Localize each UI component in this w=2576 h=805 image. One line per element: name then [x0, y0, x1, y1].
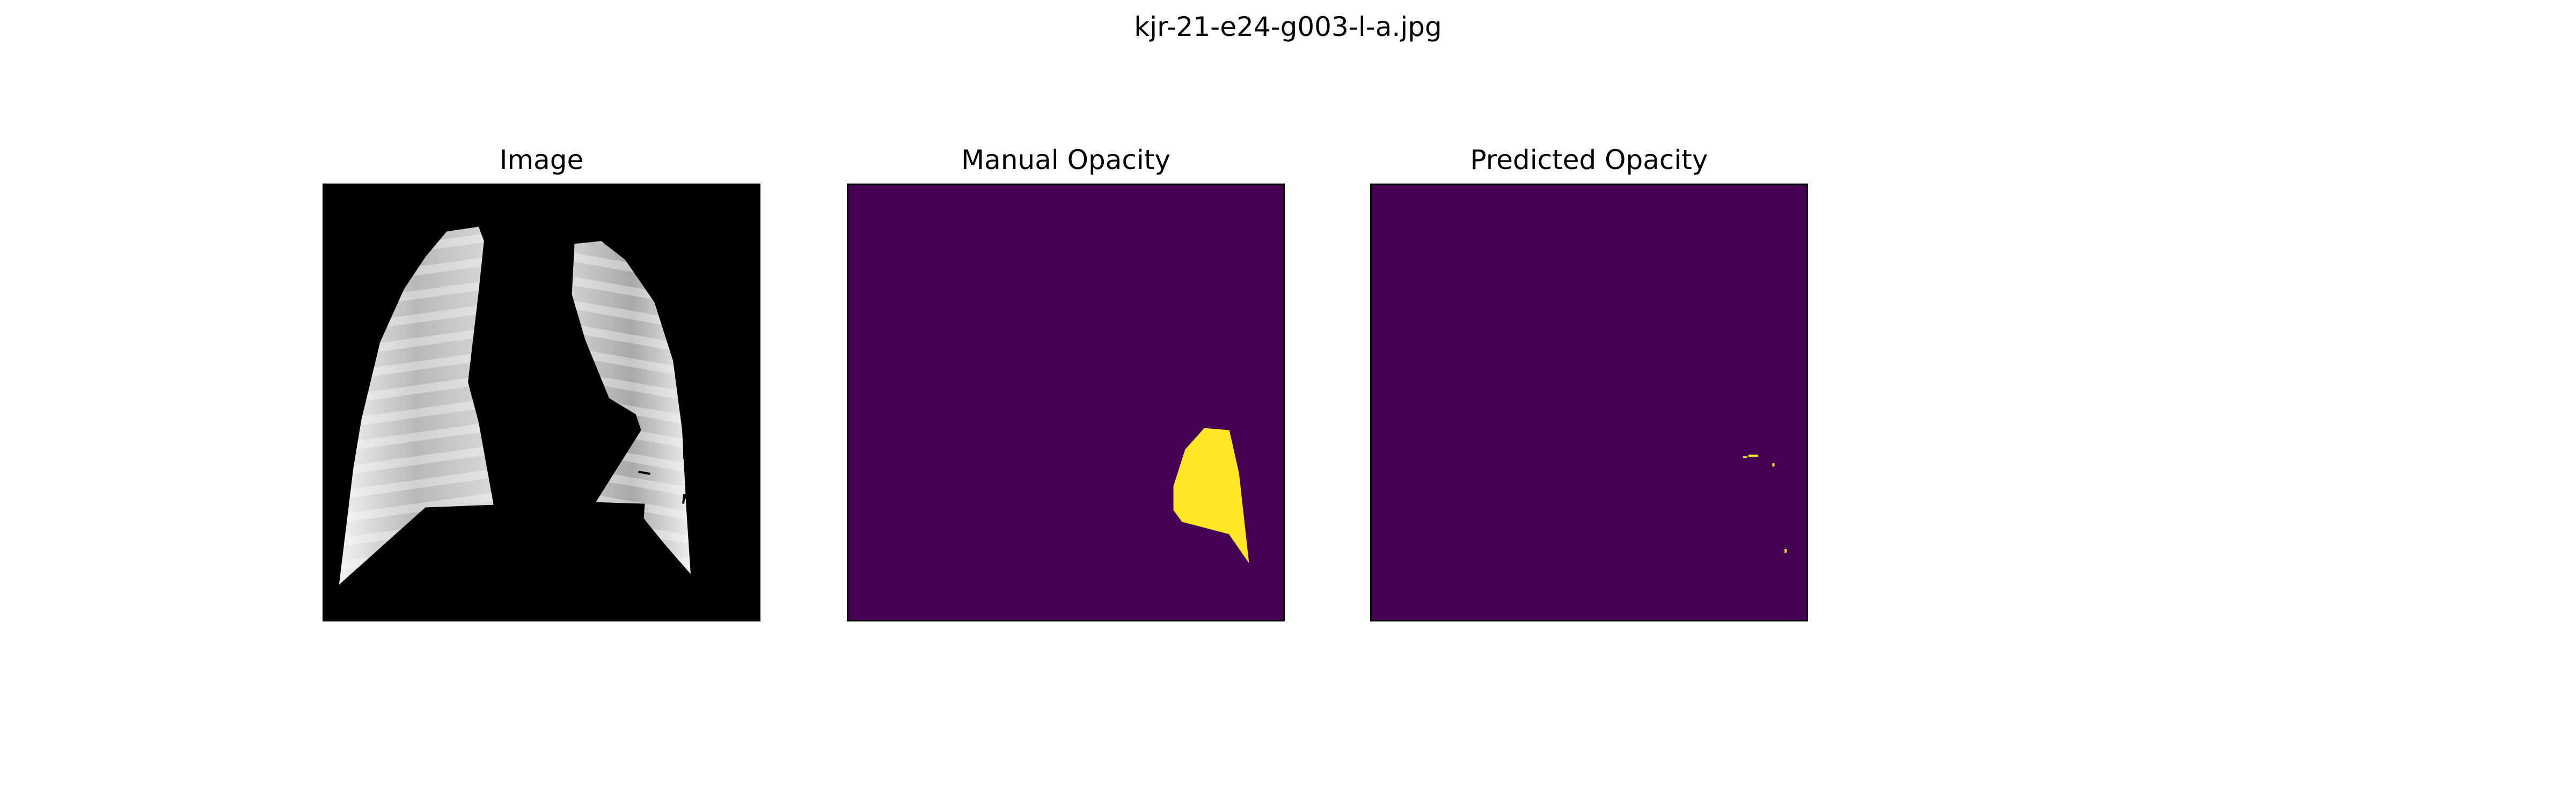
xray-image	[339, 226, 701, 585]
predicted-opacity-region	[1743, 455, 1787, 553]
figure-title: kjr-21-e24-g003-l-a.jpg	[1134, 11, 1442, 42]
panel-title-image: Image	[499, 144, 584, 175]
manual-opacity-region	[1173, 428, 1249, 564]
predicted-opacity-panel	[1370, 184, 1808, 621]
panel-title-predicted-opacity: Predicted Opacity	[1470, 144, 1708, 175]
predicted-opacity-mask	[1372, 185, 1806, 620]
left-lung-region	[339, 226, 494, 585]
xray-image-panel	[323, 184, 760, 621]
panel-title-manual-opacity: Manual Opacity	[961, 144, 1170, 175]
right-lung-region	[572, 241, 691, 574]
manual-opacity-panel	[847, 184, 1285, 621]
manual-opacity-mask	[848, 185, 1283, 620]
annotation-arrows	[638, 441, 701, 515]
